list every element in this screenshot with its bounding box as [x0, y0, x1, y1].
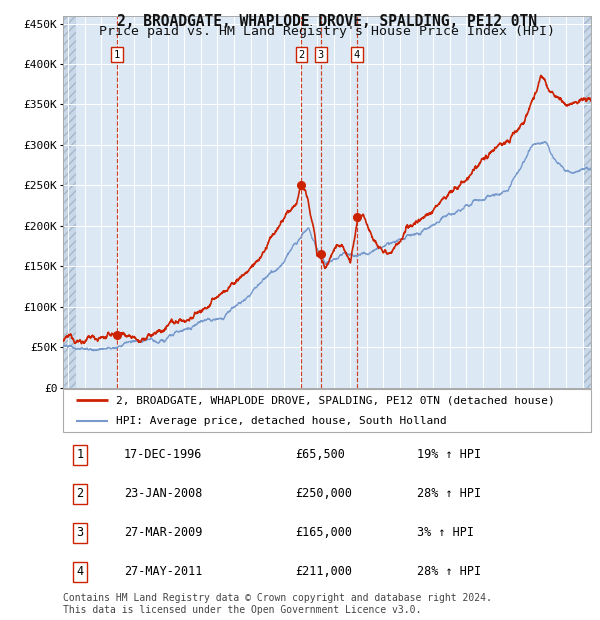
- Text: 23-JAN-2008: 23-JAN-2008: [124, 487, 202, 500]
- Text: HPI: Average price, detached house, South Holland: HPI: Average price, detached house, Sout…: [116, 416, 446, 426]
- Text: 17-DEC-1996: 17-DEC-1996: [124, 448, 202, 461]
- Text: 3% ↑ HPI: 3% ↑ HPI: [417, 526, 474, 539]
- Text: 3: 3: [76, 526, 83, 539]
- Text: 2: 2: [298, 50, 305, 60]
- Bar: [63, 16, 76, 388]
- Text: 27-MAY-2011: 27-MAY-2011: [124, 565, 202, 578]
- Text: 2: 2: [76, 487, 83, 500]
- Text: £211,000: £211,000: [295, 565, 352, 578]
- Text: 1: 1: [76, 448, 83, 461]
- Text: 4: 4: [76, 565, 83, 578]
- Text: £250,000: £250,000: [295, 487, 352, 500]
- Text: Price paid vs. HM Land Registry's House Price Index (HPI): Price paid vs. HM Land Registry's House …: [99, 25, 555, 38]
- Text: Contains HM Land Registry data © Crown copyright and database right 2024.
This d: Contains HM Land Registry data © Crown c…: [63, 593, 492, 615]
- FancyBboxPatch shape: [63, 389, 591, 432]
- Text: 2, BROADGATE, WHAPLODE DROVE, SPALDING, PE12 0TN: 2, BROADGATE, WHAPLODE DROVE, SPALDING, …: [117, 14, 537, 29]
- Text: 28% ↑ HPI: 28% ↑ HPI: [417, 487, 481, 500]
- Text: 4: 4: [354, 50, 360, 60]
- Text: 19% ↑ HPI: 19% ↑ HPI: [417, 448, 481, 461]
- Bar: [583, 16, 591, 388]
- Text: 27-MAR-2009: 27-MAR-2009: [124, 526, 202, 539]
- Text: 3: 3: [318, 50, 324, 60]
- Text: 2, BROADGATE, WHAPLODE DROVE, SPALDING, PE12 0TN (detached house): 2, BROADGATE, WHAPLODE DROVE, SPALDING, …: [116, 395, 554, 405]
- Text: £65,500: £65,500: [295, 448, 345, 461]
- Text: £165,000: £165,000: [295, 526, 352, 539]
- Text: 1: 1: [114, 50, 120, 60]
- Text: 28% ↑ HPI: 28% ↑ HPI: [417, 565, 481, 578]
